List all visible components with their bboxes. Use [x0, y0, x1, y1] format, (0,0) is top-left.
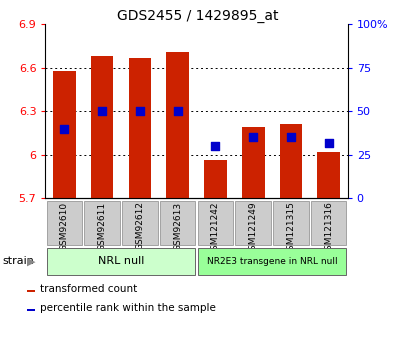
Bar	[166, 52, 189, 198]
Text: GSM92610: GSM92610	[60, 201, 69, 250]
FancyBboxPatch shape	[84, 200, 120, 245]
Point	[250, 135, 256, 140]
Text: GSM121242: GSM121242	[211, 201, 220, 256]
Text: NRL null: NRL null	[98, 256, 144, 266]
Bar	[280, 124, 302, 198]
Bar	[204, 160, 227, 198]
FancyBboxPatch shape	[273, 200, 309, 245]
Text: transformed count: transformed count	[40, 284, 137, 294]
FancyBboxPatch shape	[198, 248, 346, 275]
FancyBboxPatch shape	[160, 200, 196, 245]
Text: GSM92613: GSM92613	[173, 201, 182, 250]
FancyBboxPatch shape	[235, 200, 271, 245]
Point	[325, 140, 332, 145]
Bar	[242, 127, 265, 198]
FancyBboxPatch shape	[122, 200, 158, 245]
Point	[175, 108, 181, 114]
Text: GSM92612: GSM92612	[135, 201, 144, 250]
Bar	[27, 309, 36, 311]
Text: ▶: ▶	[27, 256, 36, 266]
Text: strain: strain	[2, 256, 34, 266]
Point	[61, 126, 68, 131]
Text: GSM92611: GSM92611	[98, 201, 107, 250]
Text: NR2E3 transgene in NRL null: NR2E3 transgene in NRL null	[207, 257, 337, 266]
Bar	[27, 290, 36, 292]
Text: GDS2455 / 1429895_at: GDS2455 / 1429895_at	[117, 9, 278, 23]
Text: GSM121316: GSM121316	[324, 201, 333, 256]
Text: percentile rank within the sample: percentile rank within the sample	[40, 303, 216, 313]
Point	[288, 135, 294, 140]
Bar	[53, 71, 76, 198]
Text: GSM121315: GSM121315	[286, 201, 295, 256]
Text: GSM121249: GSM121249	[249, 201, 258, 256]
Point	[212, 144, 218, 149]
FancyBboxPatch shape	[311, 200, 346, 245]
FancyBboxPatch shape	[198, 200, 233, 245]
FancyBboxPatch shape	[47, 200, 82, 245]
FancyBboxPatch shape	[47, 248, 196, 275]
Point	[99, 108, 105, 114]
Bar	[318, 152, 340, 198]
Point	[137, 108, 143, 114]
Bar	[91, 56, 113, 198]
Bar	[128, 58, 151, 198]
